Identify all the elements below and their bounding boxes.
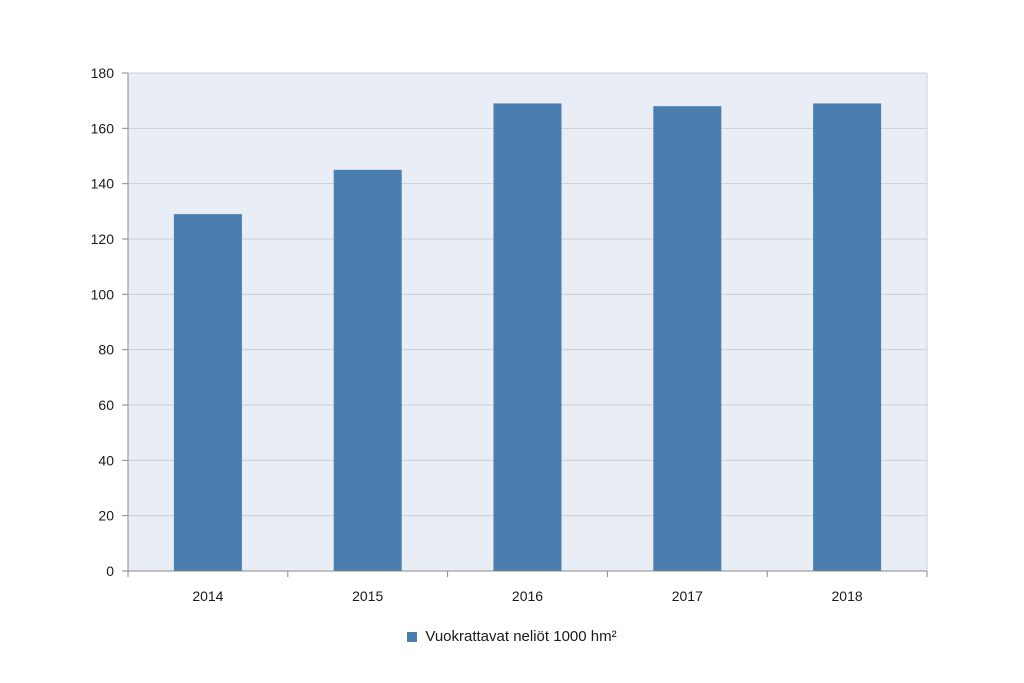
y-tick-label: 20 — [98, 508, 114, 524]
x-tick-label: 2014 — [192, 588, 223, 604]
y-tick-label: 140 — [91, 176, 115, 192]
y-tick-label: 120 — [91, 231, 115, 247]
x-tick-label: 2017 — [672, 588, 703, 604]
y-tick-label: 0 — [106, 563, 114, 579]
y-tick-label: 60 — [98, 397, 114, 413]
x-tick-label: 2015 — [352, 588, 383, 604]
legend-swatch — [407, 631, 418, 642]
bar-2014 — [173, 214, 242, 571]
y-tick-label: 40 — [98, 452, 114, 468]
y-tick-label: 160 — [91, 120, 115, 136]
y-axis-tick-labels: 0 20 40 60 80 100 120 140 160 180 — [91, 65, 128, 579]
legend-item: Vuokrattavat neliöt 1000 hm² — [407, 628, 617, 645]
x-tick-label: 2018 — [832, 588, 863, 604]
axes — [127, 73, 928, 577]
y-tick-label: 180 — [91, 65, 115, 81]
y-tick-label: 80 — [98, 342, 114, 358]
bar-2018 — [813, 103, 882, 571]
bars — [173, 103, 882, 572]
y-tick-label: 100 — [91, 286, 115, 302]
legend: Vuokrattavat neliöt 1000 hm² — [0, 628, 1024, 646]
bar-2016 — [493, 103, 562, 571]
bar-2015 — [333, 169, 402, 572]
bar-2017 — [653, 106, 722, 571]
legend-label: Vuokrattavat neliöt 1000 hm² — [425, 628, 617, 645]
x-axis-tick-labels: 2014 2015 2016 2017 2018 — [192, 588, 863, 604]
x-tick-label: 2016 — [512, 588, 543, 604]
